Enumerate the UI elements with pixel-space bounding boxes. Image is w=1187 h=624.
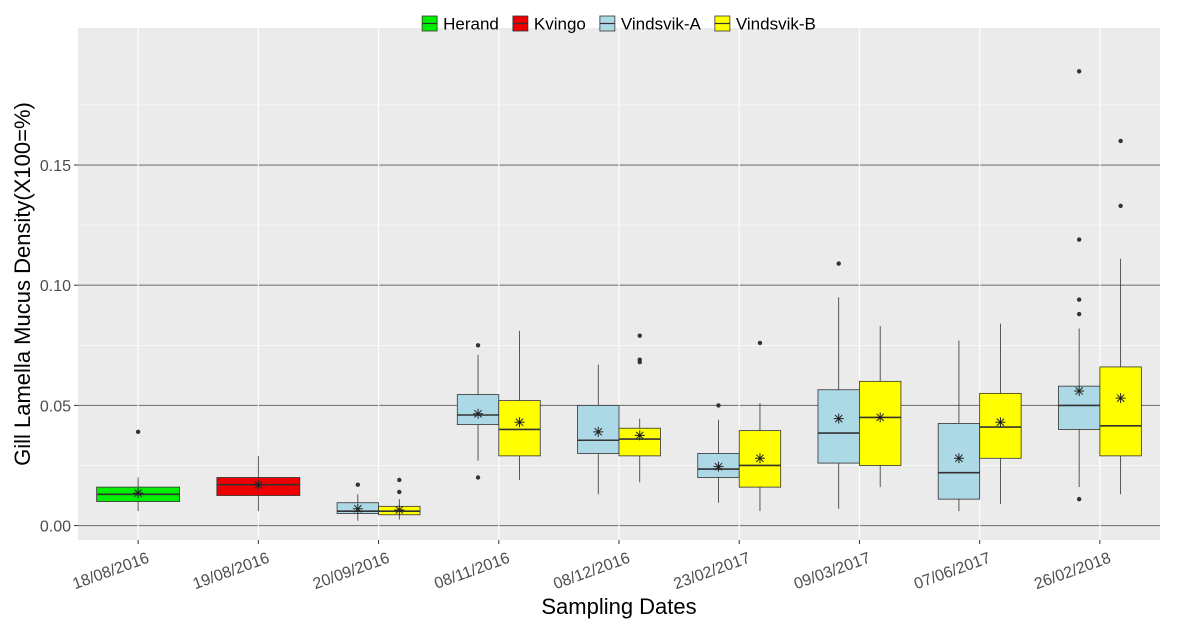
legend: Herand Kvingo Vindsvik-A Vindsvik-B (421, 15, 816, 34)
outlier (637, 357, 642, 362)
legend-label: Vindsvik-B (736, 15, 816, 34)
x-tick-label: 23/02/2017 (672, 550, 753, 593)
mean-marker (833, 413, 844, 424)
outlier (1076, 297, 1082, 302)
y-tick-label: 0.00 (40, 519, 71, 536)
mean-marker (593, 426, 604, 437)
x-tick-label: 07/06/2017 (912, 550, 993, 593)
box-group (697, 403, 740, 503)
grid (78, 28, 1160, 540)
outlier (1118, 138, 1123, 144)
mean-marker (473, 408, 484, 419)
outlier (355, 482, 361, 487)
outlier (1118, 203, 1123, 209)
box (817, 389, 860, 464)
box-group (216, 455, 301, 512)
mean-marker (634, 430, 645, 441)
mean-marker (253, 479, 264, 490)
outlier (637, 333, 642, 338)
box (697, 453, 740, 478)
box-group (96, 429, 180, 512)
outlier (836, 261, 841, 266)
y-tick-label: 0.05 (40, 398, 71, 415)
outlier (757, 340, 763, 346)
y-tick-label: 0.15 (40, 158, 71, 175)
box-group (1058, 69, 1101, 502)
x-axis-title: Sampling Dates (541, 594, 696, 619)
x-tick-label: 20/09/2016 (311, 550, 392, 593)
mean-marker (514, 417, 525, 428)
mean-marker (394, 504, 405, 515)
x-tick-label: 18/08/2016 (70, 550, 151, 593)
outlier (397, 489, 402, 495)
outlier (1076, 496, 1082, 502)
outlier (135, 429, 141, 435)
x-tick-label: 09/03/2017 (792, 550, 873, 593)
y-axis-title: Gill Lamella Mucus Density(X100=%) (10, 102, 35, 466)
legend-label: Herand (443, 15, 499, 34)
x-tick-label: 08/12/2016 (551, 550, 632, 593)
x-tick-label: 26/02/2018 (1032, 550, 1113, 593)
x-tick-label: 08/11/2016 (432, 550, 512, 593)
mean-marker (1074, 385, 1085, 396)
box-group (577, 364, 620, 495)
outlier (475, 343, 481, 348)
y-tick-label: 0.10 (40, 278, 71, 295)
x-tick-label: 19/08/2016 (191, 550, 272, 593)
mean-marker (754, 453, 765, 464)
legend-label: Kvingo (534, 15, 586, 34)
box-group (378, 477, 421, 520)
mean-marker (713, 461, 724, 472)
box-group (618, 333, 661, 483)
box (859, 380, 902, 466)
mean-marker (875, 412, 886, 423)
marks (96, 69, 1142, 521)
mean-marker (352, 503, 363, 514)
outlier (475, 475, 481, 480)
box-group (859, 326, 902, 488)
box-group (498, 330, 541, 480)
box-group (937, 340, 981, 512)
outlier (1076, 69, 1082, 74)
box (1099, 366, 1142, 457)
mean-marker (1115, 393, 1126, 404)
mean-marker (995, 417, 1006, 428)
box-group (979, 323, 1022, 504)
outlier (1076, 237, 1082, 242)
outlier (397, 477, 402, 483)
box (498, 400, 541, 457)
box-group (738, 340, 782, 512)
outlier (1076, 311, 1082, 317)
box-group (1099, 138, 1142, 495)
box-group (456, 343, 500, 480)
outlier (716, 403, 721, 408)
legend-label: Vindsvik-A (621, 15, 702, 34)
mean-marker (953, 453, 964, 464)
mean-marker (133, 488, 144, 499)
